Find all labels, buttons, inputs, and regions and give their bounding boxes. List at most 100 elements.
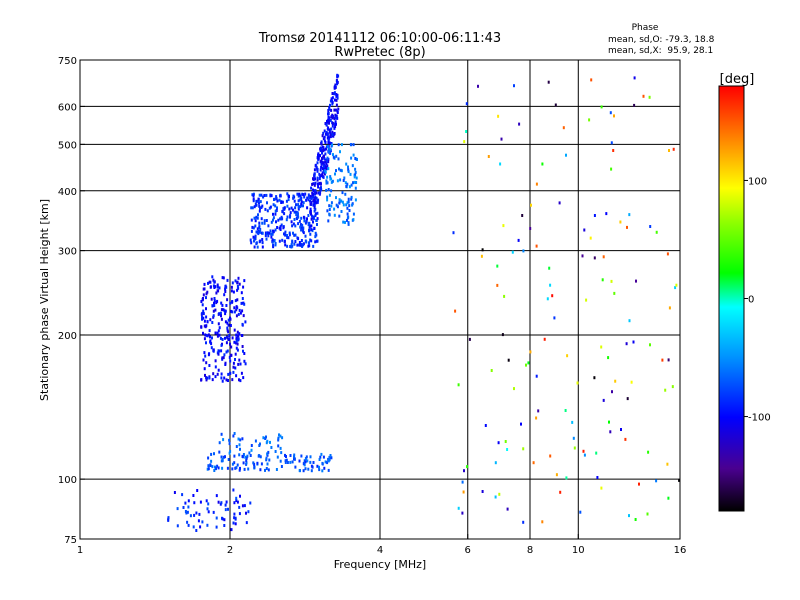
data-point [265, 219, 268, 222]
data-point [302, 228, 305, 232]
data-point [319, 168, 322, 172]
data-point [269, 440, 271, 444]
data-point [241, 437, 244, 441]
data-point [293, 242, 296, 246]
data-point [286, 234, 288, 237]
data-point [283, 206, 286, 210]
data-point [272, 218, 274, 222]
data-point [301, 245, 304, 248]
data-point [227, 458, 230, 461]
data-point [294, 224, 297, 228]
data-point [213, 452, 215, 456]
data-point [225, 341, 228, 345]
data-point [352, 218, 355, 222]
data-point [275, 468, 278, 471]
data-point [343, 176, 346, 180]
data-point [252, 197, 255, 201]
data-point [324, 460, 327, 464]
data-point [352, 212, 355, 216]
data-point [326, 195, 329, 199]
data-point [304, 234, 307, 238]
data-point [279, 225, 282, 229]
data-point [625, 342, 628, 346]
data-point [270, 194, 273, 198]
data-point [309, 194, 312, 198]
data-point [234, 358, 236, 361]
data-point [333, 117, 336, 121]
data-point [237, 338, 240, 342]
data-point [648, 95, 651, 99]
data-point [314, 235, 317, 239]
data-point [480, 254, 483, 258]
data-point [328, 455, 331, 459]
data-point [242, 461, 245, 465]
data-point [228, 355, 231, 359]
data-point [260, 193, 263, 197]
data-point [228, 337, 231, 341]
data-point [217, 500, 220, 504]
data-point [593, 214, 596, 217]
data-point [181, 493, 184, 497]
data-point [202, 331, 204, 335]
data-point [338, 198, 341, 202]
data-point [316, 178, 319, 182]
x-tick-label: 4 [377, 545, 383, 556]
data-point [206, 320, 209, 324]
data-point [259, 468, 262, 472]
data-point [327, 118, 330, 122]
data-point [334, 125, 337, 129]
data-point [218, 450, 221, 454]
data-point [333, 132, 336, 136]
data-point [323, 157, 326, 161]
data-point [233, 516, 236, 520]
data-point [189, 514, 192, 518]
data-point [671, 385, 674, 389]
data-point [297, 194, 300, 198]
data-point [511, 250, 514, 254]
data-point [335, 169, 337, 173]
data-point [276, 455, 279, 459]
data-point [532, 461, 535, 465]
data-point [272, 244, 275, 247]
data-point [331, 102, 334, 106]
data-point [281, 217, 284, 221]
colorbar-label: [deg] [720, 72, 755, 87]
data-point [320, 452, 323, 456]
data-point [256, 216, 259, 220]
data-point [302, 201, 305, 205]
data-point [530, 203, 532, 207]
data-point [316, 156, 319, 160]
data-point [257, 213, 259, 217]
data-point [279, 194, 282, 198]
data-point [310, 217, 313, 221]
data-point [355, 176, 358, 180]
data-point [345, 184, 348, 188]
data-point [323, 169, 326, 173]
data-point [522, 520, 525, 524]
data-point [272, 203, 275, 207]
data-point [302, 243, 304, 247]
data-point [466, 465, 469, 469]
data-point [300, 204, 303, 208]
data-point [286, 461, 289, 464]
data-point [306, 196, 309, 200]
data-point [214, 359, 217, 363]
data-point [321, 171, 324, 175]
data-point [286, 192, 289, 196]
data-point [279, 434, 282, 438]
data-point [281, 200, 284, 204]
data-point [266, 201, 268, 205]
data-point [216, 331, 219, 335]
data-point [549, 283, 552, 287]
data-point [250, 206, 253, 210]
data-point [322, 455, 325, 459]
data-point [202, 293, 205, 297]
data-point [341, 191, 344, 195]
data-point [235, 346, 238, 350]
data-point [205, 307, 207, 311]
data-point [208, 364, 211, 367]
data-point [313, 202, 316, 206]
data-point [321, 151, 323, 155]
data-point [221, 517, 224, 521]
data-point [601, 278, 604, 282]
